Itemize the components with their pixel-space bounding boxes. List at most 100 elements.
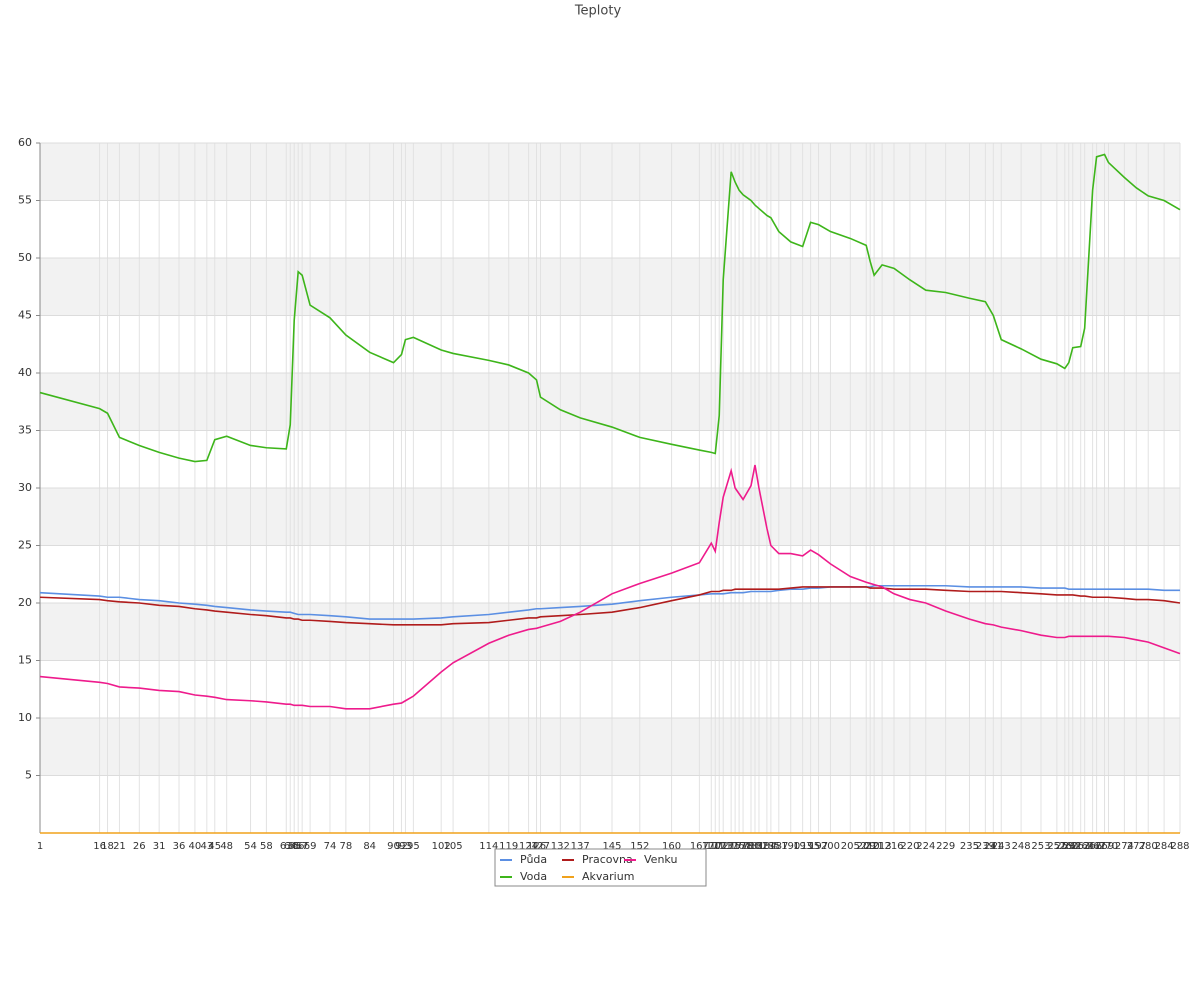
x-tick-label: 1 <box>37 841 43 852</box>
x-tick-label: 102 <box>432 841 451 852</box>
x-tick-label: 185 <box>761 841 780 852</box>
x-tick-label: 95 <box>407 841 420 852</box>
y-tick-label: 45 <box>18 309 32 322</box>
x-tick-label: 253 <box>1031 841 1050 852</box>
x-tick-label: 137 <box>571 841 590 852</box>
x-tick-label: 261 <box>1063 841 1082 852</box>
x-tick-label: 176 <box>726 841 745 852</box>
x-tick-label: 235 <box>960 841 979 852</box>
x-tick-label: 177 <box>730 841 749 852</box>
y-tick-label: 20 <box>18 596 32 609</box>
x-tick-label: 36 <box>173 841 186 852</box>
grid-band <box>40 373 1180 431</box>
x-tick-label: 173 <box>714 841 733 852</box>
x-tick-label: 193 <box>793 841 812 852</box>
x-tick-label: 160 <box>662 841 681 852</box>
x-tick-label: 132 <box>551 841 570 852</box>
x-tick-label: 190 <box>781 841 800 852</box>
x-tick-label: 241 <box>984 841 1003 852</box>
x-tick-label: 263 <box>1071 841 1090 852</box>
x-tick-label: 259 <box>1055 841 1074 852</box>
x-tick-label: 213 <box>873 841 892 852</box>
x-tick-label: 187 <box>769 841 788 852</box>
x-tick-label: 260 <box>1059 841 1078 852</box>
x-tick-label: 74 <box>324 841 337 852</box>
x-tick-label: 288 <box>1170 841 1189 852</box>
x-tick-label: 64 <box>284 841 297 852</box>
x-tick-label: 229 <box>936 841 955 852</box>
x-tick-label: 267 <box>1087 841 1106 852</box>
x-tick-label: 224 <box>916 841 935 852</box>
y-tick-label: 35 <box>18 424 32 437</box>
x-tick-label: 172 <box>710 841 729 852</box>
x-tick-label: 92 <box>395 841 408 852</box>
x-tick-label: 270 <box>1099 841 1118 852</box>
x-tick-label: 78 <box>339 841 352 852</box>
x-tick-label: 66 <box>292 841 305 852</box>
x-tick-label: 145 <box>602 841 621 852</box>
x-tick-label: 43 <box>200 841 213 852</box>
legend-label: Venku <box>644 853 677 866</box>
y-tick-label: 55 <box>18 194 32 207</box>
x-tick-label: 205 <box>841 841 860 852</box>
y-tick-label: 25 <box>18 539 32 552</box>
x-tick-label: 119 <box>499 841 518 852</box>
x-tick-label: 126 <box>527 841 546 852</box>
x-tick-label: 171 <box>706 841 725 852</box>
x-tick-label: 209 <box>857 841 876 852</box>
grid-band <box>40 143 1180 201</box>
series-line <box>39 586 1181 626</box>
grid-band <box>40 718 1180 776</box>
chart-title: Teploty <box>574 4 622 19</box>
y-tick-label: 10 <box>18 711 32 724</box>
x-tick-label: 175 <box>722 841 741 852</box>
x-tick-label: 45 <box>208 841 221 852</box>
x-tick-label: 152 <box>630 841 649 852</box>
x-tick-label: 197 <box>809 841 828 852</box>
x-tick-label: 65 <box>288 841 301 852</box>
y-tick-label: 15 <box>18 654 32 667</box>
legend-label: Akvarium <box>582 870 634 883</box>
x-tick-label: 93 <box>399 841 412 852</box>
x-tick-label: 277 <box>1127 841 1146 852</box>
x-tick-label: 178 <box>734 841 753 852</box>
legend: Půda Pracovna Venku Voda Akvarium <box>494 848 707 887</box>
x-tick-label: 90 <box>387 841 400 852</box>
x-tick-label: 269 <box>1095 841 1114 852</box>
x-tick-label: 220 <box>900 841 919 852</box>
x-tick-label: 257 <box>1047 841 1066 852</box>
x-tick-label: 127 <box>531 841 550 852</box>
x-tick-label: 63 <box>280 841 293 852</box>
x-tick-label: 264 <box>1075 841 1094 852</box>
x-tick-label: 58 <box>260 841 273 852</box>
legend-label: Pracovna <box>582 853 633 866</box>
x-tick-label: 40 <box>189 841 202 852</box>
x-tick-label: 200 <box>821 841 840 852</box>
legend-box <box>494 848 707 887</box>
x-tick-label: 67 <box>296 841 309 852</box>
grid-band <box>40 488 1180 546</box>
grid-band <box>40 258 1180 316</box>
x-tick-label: 84 <box>363 841 376 852</box>
x-tick-label: 195 <box>801 841 820 852</box>
x-tick-label: 124 <box>519 841 538 852</box>
x-tick-label: 210 <box>861 841 880 852</box>
x-tick-label: 284 <box>1155 841 1174 852</box>
series-line <box>39 584 1180 620</box>
x-tick-label: 114 <box>479 841 498 852</box>
legend-label: Voda <box>520 870 547 883</box>
x-tick-label: 184 <box>757 841 776 852</box>
x-tick-label: 181 <box>745 841 764 852</box>
x-tick-label: 280 <box>1139 841 1158 852</box>
y-tick-label: 5 <box>25 769 32 782</box>
x-tick-label: 48 <box>220 841 233 852</box>
series-line <box>39 153 1181 463</box>
x-tick-label: 105 <box>444 841 463 852</box>
x-tick-label: 16 <box>93 841 106 852</box>
x-tick-label: 170 <box>702 841 721 852</box>
x-tick-label: 167 <box>690 841 709 852</box>
x-tick-label: 21 <box>113 841 126 852</box>
x-tick-label: 274 <box>1115 841 1134 852</box>
